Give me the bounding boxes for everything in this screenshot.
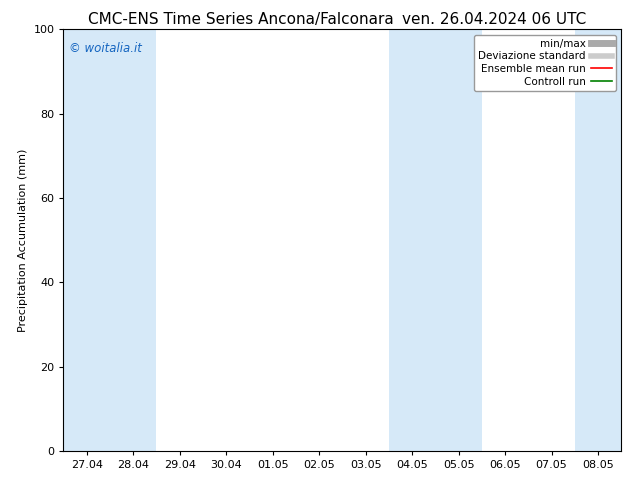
Y-axis label: Precipitation Accumulation (mm): Precipitation Accumulation (mm) bbox=[18, 148, 28, 332]
Text: CMC-ENS Time Series Ancona/Falconara: CMC-ENS Time Series Ancona/Falconara bbox=[88, 12, 394, 27]
Text: © woitalia.it: © woitalia.it bbox=[69, 42, 142, 55]
Bar bbox=[389, 29, 482, 451]
Bar bbox=[575, 29, 621, 451]
Bar bbox=[63, 29, 157, 451]
Text: ven. 26.04.2024 06 UTC: ven. 26.04.2024 06 UTC bbox=[403, 12, 586, 27]
Legend: min/max, Deviazione standard, Ensemble mean run, Controll run: min/max, Deviazione standard, Ensemble m… bbox=[474, 35, 616, 91]
